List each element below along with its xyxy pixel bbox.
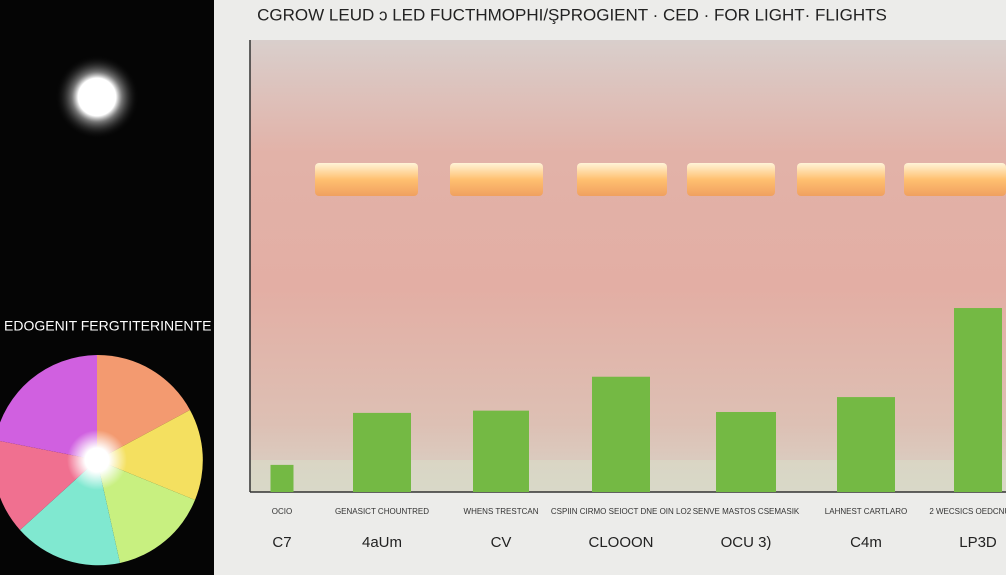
x-sublabel: SENVE MASTOS CSEMASIK xyxy=(693,507,800,516)
x-sublabel: 2 WECSICS OEDCNUCES xyxy=(929,507,1006,516)
bar xyxy=(837,397,895,492)
color-wheel xyxy=(0,354,203,566)
bar xyxy=(592,376,650,492)
x-sublabel: GENASICT CHOUNTRED xyxy=(335,507,429,516)
bar xyxy=(353,412,411,492)
x-tick-label: C4m xyxy=(850,534,882,551)
moon xyxy=(55,55,139,139)
x-tick-label: CV xyxy=(491,534,512,551)
lamps xyxy=(315,163,1006,196)
chart-title: CGROW LEUD ↄ LED FUCTHMOPHI/ŞPROGIENT · … xyxy=(257,5,887,24)
x-sublabel: LAHNEST CARTLARO xyxy=(825,507,907,516)
x-sublabel: WHENS TRESTCAN xyxy=(464,507,539,516)
bar xyxy=(270,464,294,492)
x-sublabel: CSPIIN CIRMO SEIOCT DNE OIN LO2 xyxy=(551,507,692,516)
x-tick-label: 4aUm xyxy=(362,534,402,551)
x-tick-label: LP3D xyxy=(959,534,997,551)
x-sublabel: OCIO xyxy=(272,507,292,516)
bar xyxy=(954,308,1002,492)
x-tick-label: C7 xyxy=(272,534,291,551)
bar xyxy=(716,411,776,492)
bar xyxy=(473,410,529,492)
side-label: EDOGENIT FERGTITERINENTE xyxy=(4,318,211,334)
x-tick-label: CLOOON xyxy=(588,534,653,551)
x-tick-label: OCU 3) xyxy=(721,534,772,551)
